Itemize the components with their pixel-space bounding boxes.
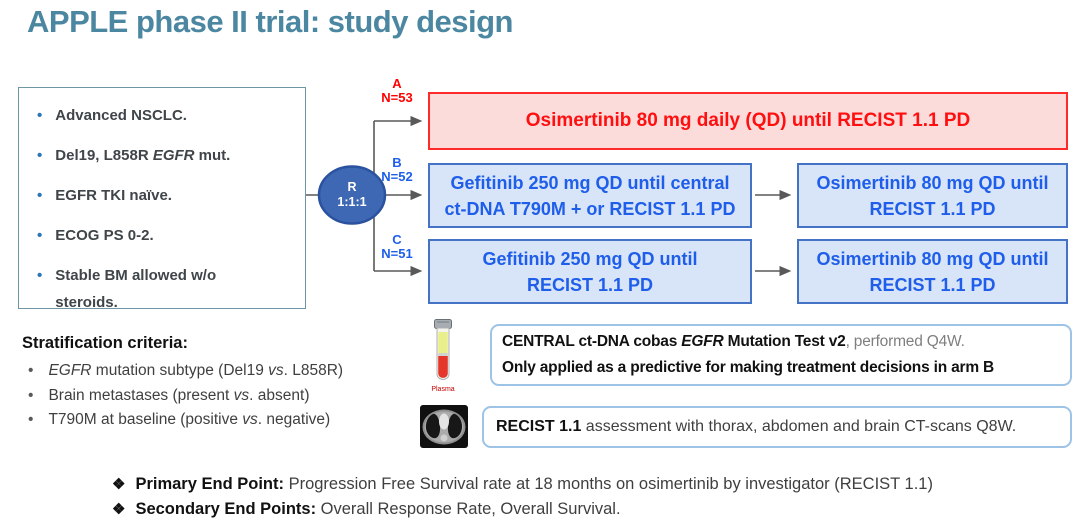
eligibility-item: • Stable BM allowed w/o steroids.: [37, 262, 297, 316]
eligibility-item: • Del19, L858R EGFR mut.: [37, 142, 297, 169]
eligibility-item: • EGFR TKI naïve.: [37, 182, 297, 209]
arm-c-gefitinib-box: Gefitinib 250 mg QD until RECIST 1.1 PD: [428, 239, 752, 304]
stratification-item: • T790M at baseline (positive vs. negativ…: [28, 408, 432, 433]
eligibility-item-text: EGFR TKI naïve.: [55, 187, 172, 204]
stratification-item-text: EGFR mutation subtype (Del19 vs. L858R): [48, 362, 344, 379]
eligibility-box: • Advanced NSCLC. • Del19, L858R EGFR mut.…: [18, 87, 306, 311]
bullet-icon: •: [28, 362, 34, 379]
eligibility-item-text: ECOG PS 0-2.: [55, 227, 154, 244]
stratification-item-text: Brain metastases (present vs. absent): [48, 386, 310, 404]
arm-a-treatment-text: Osimertinib 80 mg daily (QD) until RECIS…: [525, 110, 971, 131]
eligibility-item-text: Stable BM allowed w/o steroids.: [55, 267, 217, 311]
bullet-icon: •: [37, 107, 43, 124]
eligibility-item: • Advanced NSCLC.: [37, 102, 297, 129]
bullet-icon: •: [28, 386, 34, 404]
ctdna-test-line1: CENTRAL ct-DNA cobas EGFR Mutation Test …: [502, 333, 965, 350]
arm-a-letter: A: [392, 76, 402, 91]
arm-c-gefitinib-line1: Gefitinib 250 mg QD until: [482, 248, 698, 269]
stratification-section: Stratification criteria: • EGFR mutation …: [22, 334, 432, 433]
stratification-list: • EGFR mutation subtype (Del19 vs. L858R)…: [22, 359, 432, 433]
stratification-item: • Brain metastases (present vs. absent): [28, 384, 432, 409]
bullet-icon: •: [37, 187, 43, 204]
arm-c-n: N=51: [381, 246, 413, 261]
arm-c-gefitinib-line2: RECIST 1.1 PD: [526, 274, 654, 295]
primary-endpoint-text: Primary End Point: Progression Free Surv…: [135, 475, 933, 493]
plasma-label: Plasma: [431, 386, 455, 393]
ct-scan-icon: [420, 405, 468, 448]
recist-note-box: RECIST 1.1 assessment with thorax, abdom…: [482, 406, 1072, 448]
primary-endpoint: ❖ Primary End Point: Progression Free Sur…: [112, 472, 933, 497]
arm-b-gefitinib-box: Gefitinib 250 mg QD until central ct-DNA…: [428, 163, 752, 228]
endpoints-section: ❖ Primary End Point: Progression Free Sur…: [112, 472, 933, 522]
diamond-bullet-icon: ❖: [112, 501, 126, 518]
bullet-icon: •: [37, 267, 43, 284]
eligibility-item-text: Advanced NSCLC.: [55, 107, 187, 124]
bullet-icon: •: [28, 411, 34, 428]
eligibility-item-text: Del19, L858R EGFR mut.: [55, 147, 231, 164]
arm-b-label: B N=52: [372, 156, 422, 184]
arm-c-osimertinib-box: Osimertinib 80 mg QD until RECIST 1.1 PD: [797, 239, 1068, 304]
eligibility-item: • ECOG PS 0-2.: [37, 222, 297, 249]
arm-b-letter: B: [392, 155, 402, 170]
bullet-icon: •: [37, 147, 43, 164]
arm-b-osimertinib-box: Osimertinib 80 mg QD until RECIST 1.1 PD: [797, 163, 1068, 228]
blood-tube-graphic: [434, 319, 452, 380]
bullet-icon: •: [37, 227, 43, 244]
arm-c-label: C N=51: [372, 233, 422, 261]
arm-b-osimertinib-line2: RECIST 1.1 PD: [869, 198, 996, 219]
stratification-item-text: T790M at baseline (positive vs. negative…: [48, 411, 331, 428]
plasma-tube-icon: Plasma: [428, 319, 458, 394]
diamond-bullet-icon: ❖: [112, 476, 126, 493]
arm-b-n: N=52: [381, 169, 413, 184]
arm-c-osimertinib-line2: RECIST 1.1 PD: [869, 274, 996, 295]
arm-a-label: A N=53: [372, 77, 422, 105]
recist-note-text: RECIST 1.1 assessment with thorax, abdom…: [496, 418, 1017, 435]
arm-b-gefitinib-line1: Gefitinib 250 mg QD until central: [450, 172, 730, 193]
stratification-heading: Stratification criteria:: [22, 334, 188, 352]
arm-b-gefitinib-line2: ct-DNA T790M + or RECIST 1.1 PD: [444, 198, 736, 219]
ctdna-test-line2: Only applied as a predictive for making …: [502, 359, 995, 376]
secondary-endpoint: ❖ Secondary End Points: Overall Response …: [112, 497, 933, 522]
secondary-endpoint-text: Secondary End Points: Overall Response R…: [135, 500, 621, 518]
ct-scan-graphic: [420, 405, 468, 448]
arm-b-osimertinib-line1: Osimertinib 80 mg QD until: [816, 172, 1049, 193]
arm-a-treatment-box: Osimertinib 80 mg daily (QD) until RECIS…: [428, 92, 1068, 150]
randomization-node: R 1:1:1: [319, 167, 385, 223]
eligibility-list: • Advanced NSCLC. • Del19, L858R EGFR mut.…: [37, 102, 297, 316]
arm-c-letter: C: [392, 232, 402, 247]
randomization-ratio: 1:1:1: [337, 195, 367, 209]
ctdna-test-note-box: CENTRAL ct-DNA cobas EGFR Mutation Test …: [490, 324, 1072, 386]
page-title: APPLE phase II trial: study design: [27, 4, 514, 39]
stratification-item: • EGFR mutation subtype (Del19 vs. L858R): [28, 359, 432, 384]
arm-c-osimertinib-line1: Osimertinib 80 mg QD until: [816, 248, 1049, 269]
randomization-letter: R: [347, 180, 357, 194]
arm-a-n: N=53: [381, 90, 413, 105]
